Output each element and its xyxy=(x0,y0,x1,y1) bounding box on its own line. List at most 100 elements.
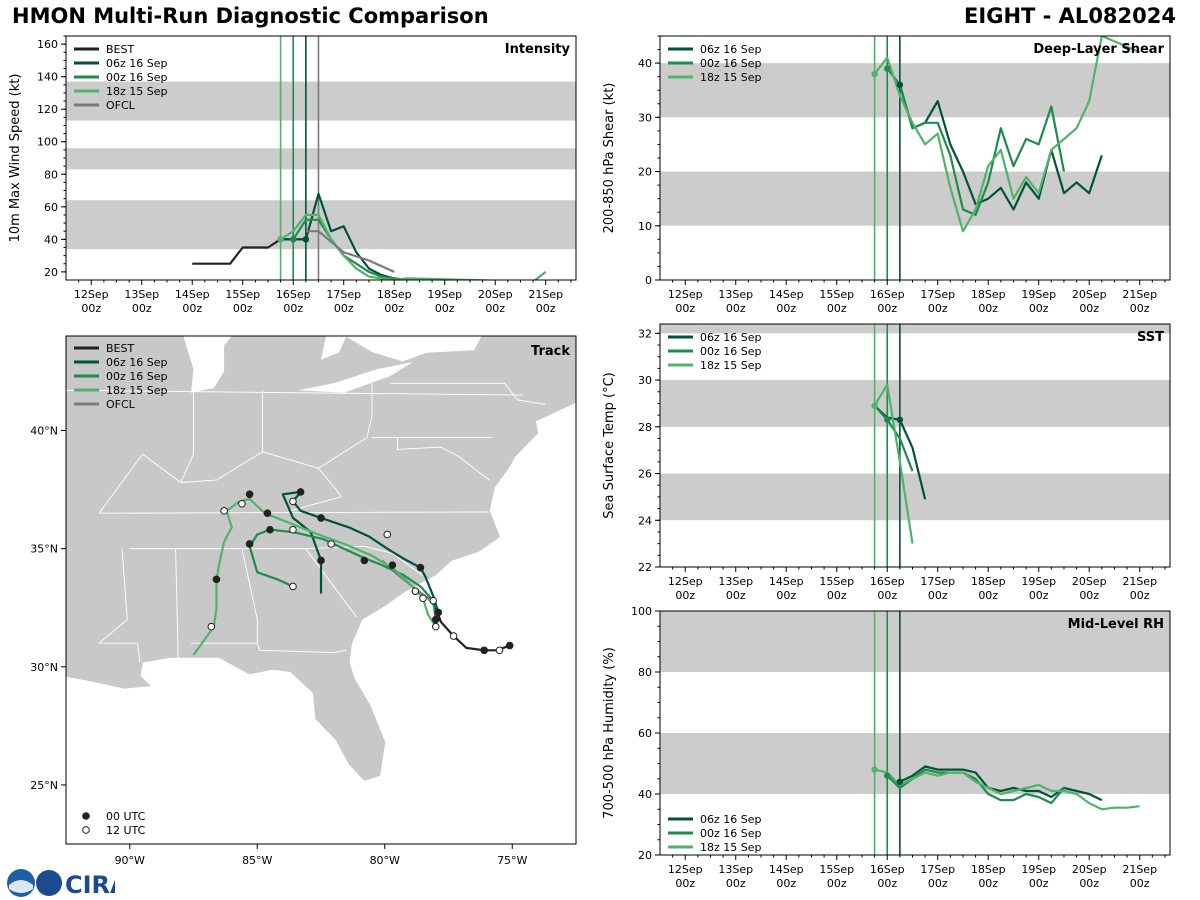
track-marker xyxy=(263,509,272,518)
page-title: HMON Multi-Run Diagnostic Comparison xyxy=(12,4,489,28)
intensity-legend-label: BEST xyxy=(106,43,134,56)
lon-tick-label: 80°W xyxy=(370,854,400,867)
shear-xtick-sublabel: 00z xyxy=(1029,302,1049,315)
rh-init-marker xyxy=(884,772,891,779)
shear-band xyxy=(660,171,1170,226)
shear-series-18z-15-sep xyxy=(873,36,1141,233)
shear-xtick-label: 19Sep xyxy=(1021,288,1056,301)
track-marker xyxy=(431,615,440,624)
sst-xtick-label: 19Sep xyxy=(1021,575,1056,588)
lon-tick-label: 85°W xyxy=(242,854,272,867)
shear-xtick-label: 21Sep xyxy=(1122,288,1157,301)
rh-ytick-label: 60 xyxy=(638,727,652,740)
shear-ytick-label: 30 xyxy=(638,111,652,124)
lat-tick-label: 40°N xyxy=(30,425,58,438)
rh-title: Mid-Level RH xyxy=(1068,617,1164,632)
track-marker xyxy=(411,587,420,595)
intensity-ytick-label: 20 xyxy=(44,266,58,279)
shear-xtick-label: 13Sep xyxy=(718,288,753,301)
intensity-xtick-label: 12Sep xyxy=(74,288,109,301)
shear-xtick-label: 17Sep xyxy=(920,288,955,301)
shear-series-00z-16-sep xyxy=(886,67,1066,216)
rh-series-06z-16-sep xyxy=(899,765,1103,802)
track-marker xyxy=(317,514,325,522)
shear-legend-label: 00z 16 Sep xyxy=(700,57,762,70)
rh-xtick-sublabel: 00z xyxy=(1079,877,1099,890)
track-line-18z-15-sep xyxy=(192,497,437,656)
rh-ytick-label: 20 xyxy=(638,849,652,862)
track-legend-label: 00z 16 Sep xyxy=(106,370,168,383)
sst-legend-label: 06z 16 Sep xyxy=(700,331,762,344)
rh-legend-label: 06z 16 Sep xyxy=(700,813,762,826)
intensity-xtick-sublabel: 00z xyxy=(536,302,556,315)
sst-xtick-sublabel: 00z xyxy=(776,589,796,602)
track-map-area xyxy=(66,336,576,844)
rh-xtick-label: 14Sep xyxy=(769,863,804,876)
intensity-init-marker xyxy=(290,236,297,243)
sst-xtick-sublabel: 00z xyxy=(1029,589,1049,602)
rh-xtick-sublabel: 00z xyxy=(978,877,998,890)
marker-legend-symbol xyxy=(82,812,90,820)
great-lake xyxy=(183,336,232,393)
state-border xyxy=(397,437,490,481)
intensity-ylabel: 10m Max Wind Speed (kt) xyxy=(8,74,23,243)
shear-xtick-label: 16Sep xyxy=(870,288,905,301)
rh-xtick-sublabel: 00z xyxy=(928,877,948,890)
rh-xtick-sublabel: 00z xyxy=(827,877,847,890)
rh-xtick-label: 21Sep xyxy=(1122,863,1157,876)
sst-legend-label: 00z 16 Sep xyxy=(700,345,762,358)
track-marker xyxy=(449,632,458,640)
shear-series-06z-16-sep xyxy=(898,84,1103,211)
rh-ytick-label: 100 xyxy=(631,605,652,618)
intensity-band xyxy=(66,81,576,121)
sst-series-18z-15-sep xyxy=(873,383,914,544)
track-marker xyxy=(289,497,297,506)
track-marker xyxy=(289,582,297,591)
intensity-panel: 2040608010012014016012Sep00z13Sep00z14Se… xyxy=(8,35,577,315)
shear-xtick-label: 18Sep xyxy=(971,288,1006,301)
cira-logo: CIRA xyxy=(7,869,115,899)
intensity-xtick-sublabel: 00z xyxy=(132,302,152,315)
rh-ylabel: 700-500 hPa Humidity (%) xyxy=(602,647,617,819)
shear-ytick-label: 40 xyxy=(638,57,652,70)
sst-xtick-label: 12Sep xyxy=(668,575,703,588)
track-marker xyxy=(245,540,254,548)
shear-xtick-label: 12Sep xyxy=(668,288,703,301)
shear-xtick-sublabel: 00z xyxy=(978,302,998,315)
sst-xtick-label: 20Sep xyxy=(1072,575,1107,588)
track-panel: 90°W 85°W 80°W 75°W 25°N 30°N 35°N 40°N Track BES… xyxy=(30,335,577,867)
intensity-xtick-label: 14Sep xyxy=(175,288,210,301)
sst-xtick-sublabel: 00z xyxy=(827,589,847,602)
sst-ytick-label: 24 xyxy=(638,514,652,527)
rh-xtick-sublabel: 00z xyxy=(1029,877,1049,890)
sst-band xyxy=(660,473,1170,521)
sst-panel: 22242628303212Sep00z13Sep00z14Sep00z15Se… xyxy=(602,323,1171,602)
track-marker xyxy=(383,530,392,539)
track-marker xyxy=(419,594,427,603)
intensity-ytick-label: 100 xyxy=(37,136,58,149)
shear-xtick-sublabel: 00z xyxy=(726,302,746,315)
rh-xtick-label: 16Sep xyxy=(870,863,905,876)
sst-xtick-label: 13Sep xyxy=(718,575,753,588)
shear-legend-label: 18z 15 Sep xyxy=(700,71,762,84)
globe-icon xyxy=(36,870,62,896)
track-line-00z-16-sep xyxy=(248,528,437,620)
track-marker xyxy=(207,622,216,631)
intensity-xtick-label: 19Sep xyxy=(427,288,462,301)
rh-xtick-label: 12Sep xyxy=(668,863,703,876)
sst-legend-label: 18z 15 Sep xyxy=(700,359,762,372)
sst-plot-area xyxy=(871,324,927,567)
cira-logo-text: CIRA xyxy=(65,871,115,899)
rh-band xyxy=(660,733,1170,794)
intensity-xtick-label: 17Sep xyxy=(326,288,361,301)
intensity-xtick-sublabel: 00z xyxy=(384,302,404,315)
track-marker xyxy=(266,525,274,534)
shear-xtick-sublabel: 00z xyxy=(877,302,897,315)
state-border xyxy=(97,548,141,663)
intensity-legend-label: 00z 16 Sep xyxy=(106,71,168,84)
track-marker xyxy=(220,507,228,515)
state-border xyxy=(99,511,490,514)
intensity-init-marker xyxy=(302,236,310,243)
intensity-legend-label: 06z 16 Sep xyxy=(106,57,168,70)
intensity-legend-label: 18z 15 Sep xyxy=(106,85,168,98)
